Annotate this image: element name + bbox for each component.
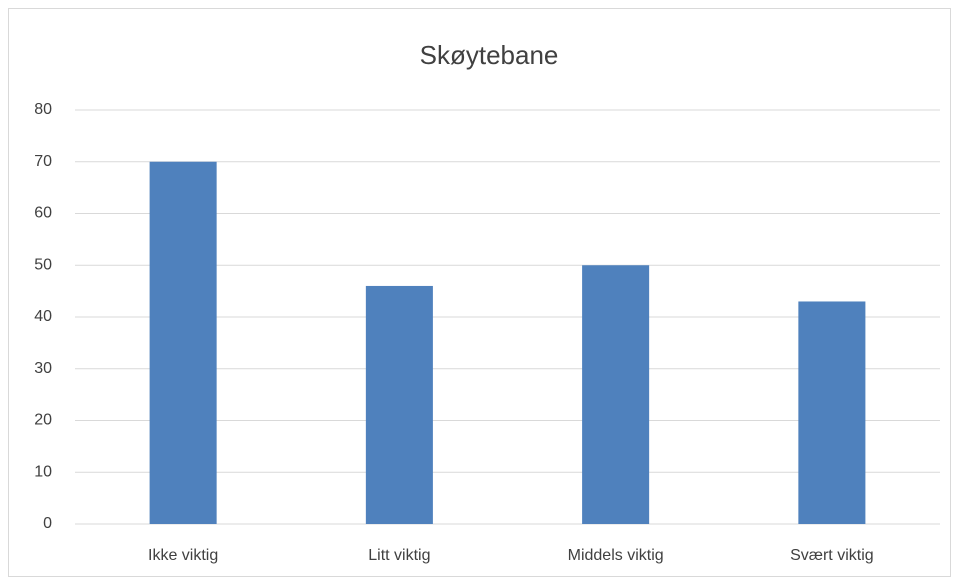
y-tick-label: 50 bbox=[34, 256, 52, 273]
y-tick-label: 30 bbox=[34, 360, 52, 377]
y-tick-label: 10 bbox=[34, 463, 52, 480]
x-tick-label: Litt viktig bbox=[368, 547, 430, 564]
y-tick-label: 80 bbox=[34, 101, 52, 118]
x-tick-label: Ikke viktig bbox=[148, 547, 218, 564]
bar bbox=[365, 285, 433, 524]
bar bbox=[582, 265, 650, 524]
y-tick-label: 70 bbox=[34, 153, 52, 170]
x-tick-label: Svært viktig bbox=[790, 547, 874, 564]
y-tick-label: 0 bbox=[43, 515, 52, 532]
chart-title: Skøytebane bbox=[420, 40, 559, 70]
y-tick-label: 60 bbox=[34, 205, 52, 222]
y-tick-label: 40 bbox=[34, 308, 52, 325]
y-tick-label: 20 bbox=[34, 412, 52, 429]
bar bbox=[149, 161, 217, 524]
x-tick-label: Middels viktig bbox=[568, 547, 664, 564]
bar bbox=[798, 301, 866, 524]
